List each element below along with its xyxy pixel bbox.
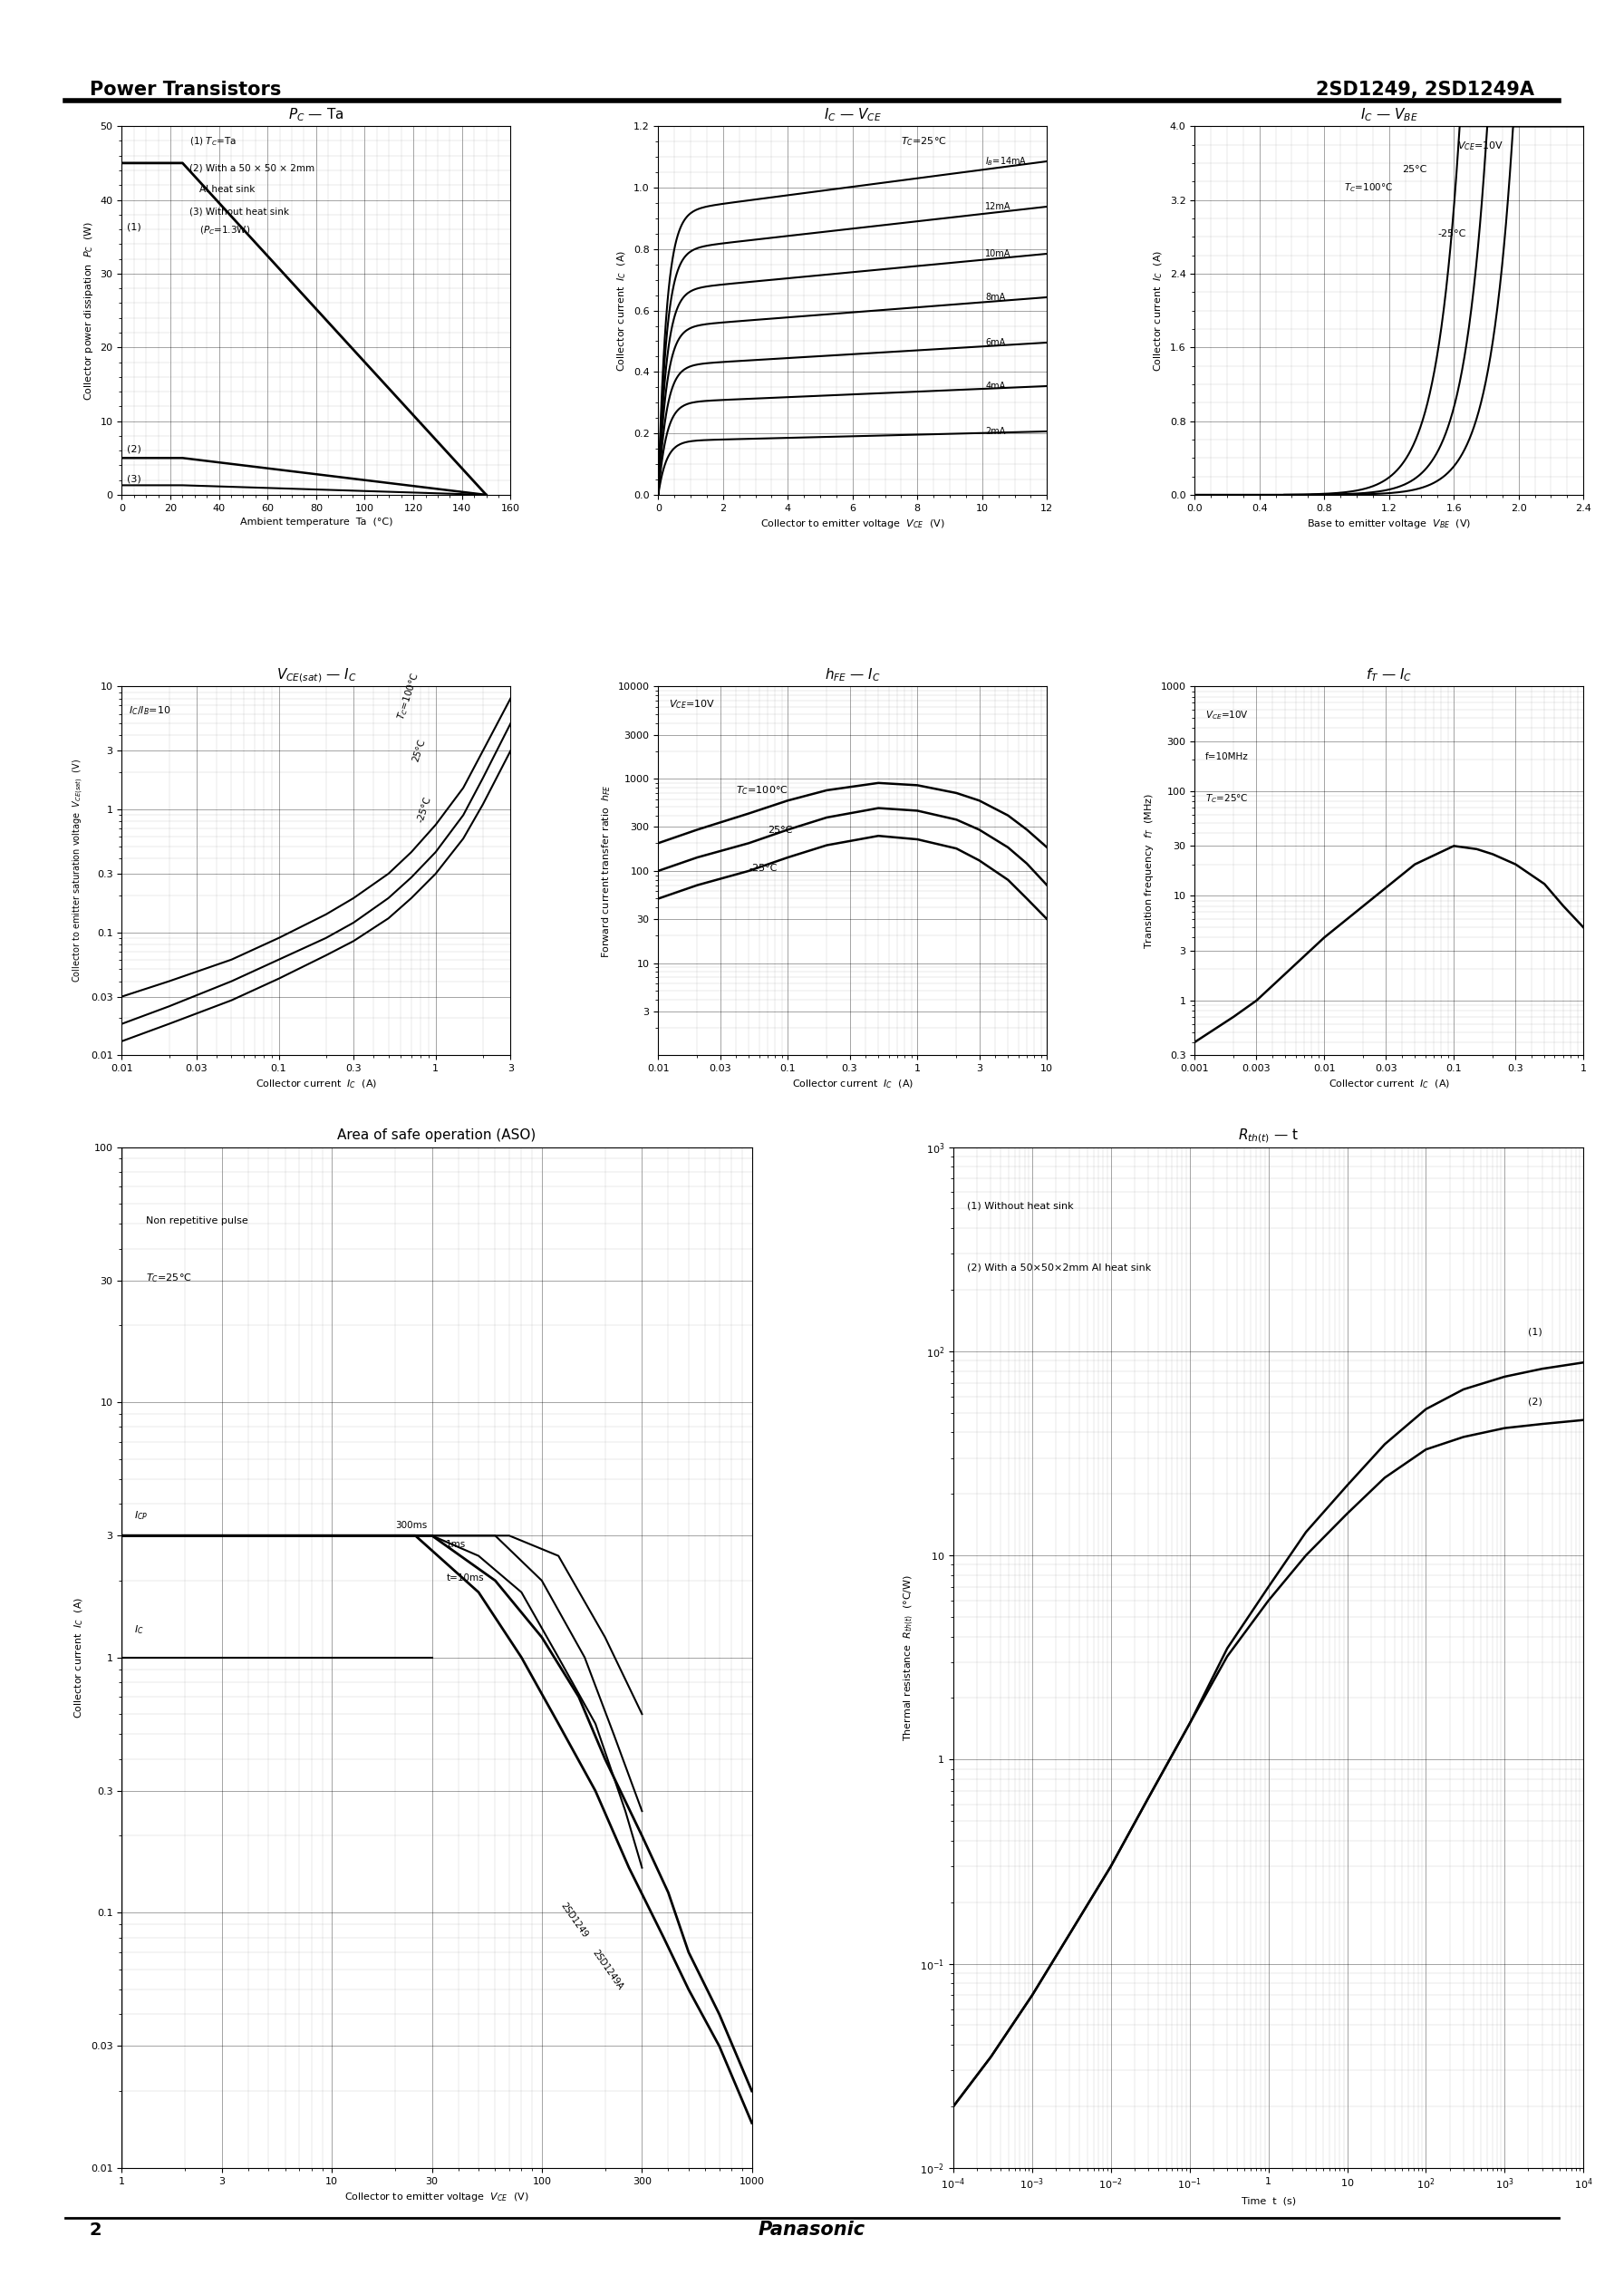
Text: $T_C$=25°C: $T_C$=25°C: [1205, 791, 1247, 805]
Text: $V_{CE}$=10V: $V_{CE}$=10V: [1205, 709, 1249, 723]
Text: (1) Without heat sink: (1) Without heat sink: [968, 1202, 1073, 1211]
Text: (3) Without heat sink: (3) Without heat sink: [190, 206, 289, 216]
Text: Al heat sink: Al heat sink: [200, 186, 255, 195]
Text: 8mA: 8mA: [986, 294, 1005, 303]
Text: 4mA: 4mA: [986, 381, 1005, 390]
Text: (1): (1): [1528, 1328, 1543, 1337]
Title: Area of safe operation (ASO): Area of safe operation (ASO): [338, 1129, 536, 1142]
Y-axis label: Collector current  $I_C$  (A): Collector current $I_C$ (A): [615, 250, 628, 372]
X-axis label: Collector current  $I_C$  (A): Collector current $I_C$ (A): [793, 1078, 913, 1090]
Text: 10mA: 10mA: [986, 250, 1012, 259]
Text: $T_C$=25°C: $T_C$=25°C: [901, 135, 947, 149]
Text: 25°C: 25°C: [1402, 165, 1427, 174]
X-axis label: Collector to emitter voltage  $V_{CE}$  (V): Collector to emitter voltage $V_{CE}$ (V…: [344, 2191, 529, 2205]
Y-axis label: Thermal resistance  $R_{th(t)}$  (°C/W): Thermal resistance $R_{th(t)}$ (°C/W): [901, 1574, 914, 1741]
Text: Power Transistors: Power Transistors: [89, 80, 281, 99]
Text: $I_B$=14mA: $I_B$=14mA: [986, 156, 1028, 167]
Text: $V_{CE}$=10V: $V_{CE}$=10V: [1457, 140, 1504, 154]
Text: 6mA: 6mA: [986, 340, 1005, 346]
Text: 25°C: 25°C: [768, 826, 793, 835]
X-axis label: Collector current  $I_C$  (A): Collector current $I_C$ (A): [1328, 1078, 1450, 1090]
X-axis label: Ambient temperature  Ta  (°C): Ambient temperature Ta (°C): [240, 518, 393, 528]
Text: $V_{CE}$=10V: $V_{CE}$=10V: [669, 697, 715, 711]
X-axis label: Collector current  $I_C$  (A): Collector current $I_C$ (A): [255, 1078, 377, 1090]
Text: (3): (3): [127, 475, 141, 484]
Text: 2SD1249A: 2SD1249A: [590, 1948, 624, 1991]
Y-axis label: Collector to emitter saturation voltage  $V_{CE(sat)}$  (V): Collector to emitter saturation voltage …: [71, 759, 86, 982]
Text: f=10MHz: f=10MHz: [1205, 752, 1249, 762]
Text: -25°C: -25°C: [416, 794, 434, 824]
Text: $I_{CP}$: $I_{CP}$: [135, 1509, 148, 1521]
X-axis label: Base to emitter voltage  $V_{BE}$  (V): Base to emitter voltage $V_{BE}$ (V): [1307, 518, 1471, 530]
Text: Non repetitive pulse: Non repetitive pulse: [146, 1216, 248, 1225]
Text: ($P_C$=1.3W): ($P_C$=1.3W): [200, 225, 250, 236]
Text: $T_C$=100°C: $T_C$=100°C: [1343, 181, 1393, 195]
Title: $f_T$ — $I_C$: $f_T$ — $I_C$: [1366, 665, 1413, 684]
Y-axis label: Collector power dissipation  $P_C$  (W): Collector power dissipation $P_C$ (W): [83, 220, 96, 401]
Title: $R_{th(t)}$ — t: $R_{th(t)}$ — t: [1237, 1126, 1299, 1145]
Title: $V_{CE(sat)}$ — $I_C$: $V_{CE(sat)}$ — $I_C$: [276, 668, 356, 684]
Title: $I_C$ — $V_{CE}$: $I_C$ — $V_{CE}$: [823, 106, 882, 124]
Text: $T_C$=25°C: $T_C$=25°C: [146, 1271, 192, 1285]
Text: (1) $T_C$=Ta: (1) $T_C$=Ta: [190, 135, 237, 149]
Text: (2) With a 50×50×2mm Al heat sink: (2) With a 50×50×2mm Al heat sink: [968, 1262, 1151, 1271]
Title: $I_C$ — $V_{BE}$: $I_C$ — $V_{BE}$: [1361, 106, 1418, 124]
Text: 300ms: 300ms: [395, 1521, 427, 1530]
Text: (2) With a 50 × 50 × 2mm: (2) With a 50 × 50 × 2mm: [190, 163, 315, 172]
Text: $I_C$/$I_B$=10: $I_C$/$I_B$=10: [128, 704, 171, 718]
Text: 25°C: 25°C: [411, 736, 427, 762]
Title: $P_C$ — Ta: $P_C$ — Ta: [289, 106, 344, 124]
Text: 1ms: 1ms: [447, 1539, 466, 1548]
Text: 2SD1249, 2SD1249A: 2SD1249, 2SD1249A: [1317, 80, 1535, 99]
Text: -25°C: -25°C: [1437, 229, 1466, 239]
Text: (2): (2): [127, 445, 141, 454]
Text: 2: 2: [89, 2221, 102, 2239]
X-axis label: Collector to emitter voltage  $V_{CE}$  (V): Collector to emitter voltage $V_{CE}$ (V…: [760, 518, 945, 530]
Text: 2mA: 2mA: [986, 427, 1005, 436]
Text: (2): (2): [1528, 1397, 1543, 1406]
Text: $T_C$=100°C: $T_C$=100°C: [736, 785, 789, 796]
Y-axis label: Forward current transfer ratio  $h_{FE}$: Forward current transfer ratio $h_{FE}$: [601, 785, 612, 957]
Y-axis label: Collector current  $I_C$  (A): Collector current $I_C$ (A): [1153, 250, 1164, 372]
Text: $T_C$=100°C: $T_C$=100°C: [395, 672, 422, 723]
Text: t=10ms: t=10ms: [447, 1574, 484, 1583]
Text: 12mA: 12mA: [986, 202, 1012, 211]
Y-axis label: Collector current  $I_C$  (A): Collector current $I_C$ (A): [73, 1597, 86, 1718]
Text: $I_C$: $I_C$: [135, 1624, 145, 1636]
X-axis label: Time  t  (s): Time t (s): [1241, 2198, 1296, 2207]
Text: (1): (1): [127, 223, 141, 232]
Text: 2SD1249: 2SD1249: [559, 1902, 590, 1938]
Text: Panasonic: Panasonic: [758, 2221, 866, 2239]
Text: -25°C: -25°C: [749, 863, 778, 872]
Title: $h_{FE}$ — $I_C$: $h_{FE}$ — $I_C$: [825, 665, 880, 684]
Y-axis label: Transition frequency  $f_T$  (MHz): Transition frequency $f_T$ (MHz): [1143, 794, 1155, 950]
